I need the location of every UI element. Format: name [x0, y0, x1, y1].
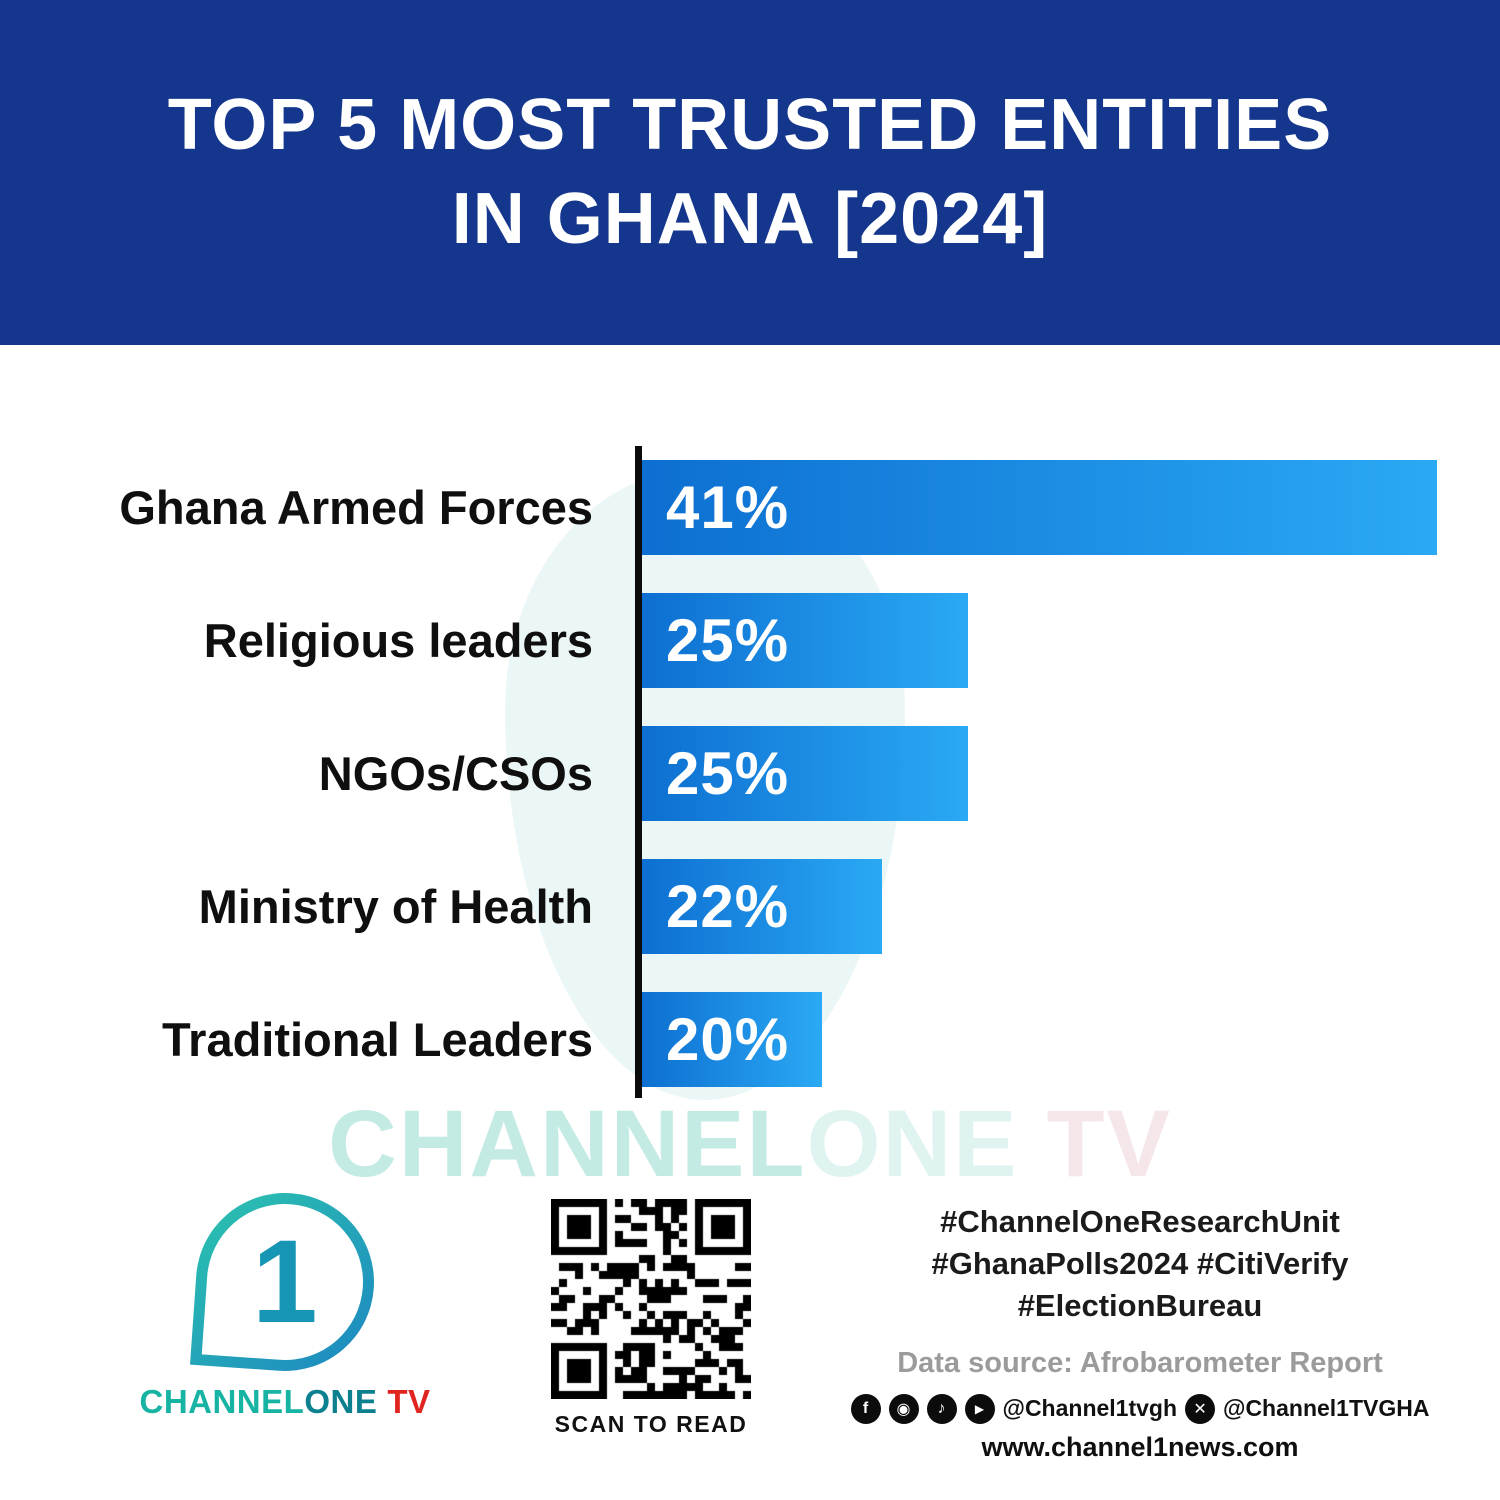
- value-label: 20%: [666, 1006, 790, 1073]
- bar: 25%: [642, 593, 968, 688]
- category-label: Traditional Leaders: [162, 1013, 593, 1066]
- website-url: www.channel1news.com: [981, 1431, 1299, 1462]
- watermark-channel: CHANNEL: [328, 1091, 807, 1197]
- category-label: Religious leaders: [203, 614, 593, 667]
- qr-block: SCAN TO READ: [545, 1199, 757, 1438]
- hashtags-line3: #ElectionBureau: [1017, 1287, 1263, 1323]
- category-label: NGOs/CSOs: [318, 747, 593, 800]
- channelone-logo-icon: 1: [190, 1187, 380, 1377]
- page-title-line1: TOP 5 MOST TRUSTED ENTITIES: [167, 84, 1333, 165]
- qr-code: [551, 1199, 751, 1399]
- bar: 20%: [642, 992, 822, 1087]
- bar-row: Ghana Armed Forces 41%: [0, 460, 1500, 555]
- channelone-watermark: CHANNELONE TV: [0, 1090, 1500, 1199]
- bar-row: Ministry of Health 22%: [0, 859, 1500, 954]
- value-label: 25%: [666, 740, 790, 807]
- logo-numeral: 1: [252, 1215, 318, 1348]
- data-source: Data source: Afrobarometer Report: [897, 1346, 1383, 1379]
- page-title: TOP 5 MOST TRUSTED ENTITIES IN GHANA [20…: [168, 79, 1332, 266]
- brand-tv: TV: [387, 1383, 431, 1420]
- social-row: @Channel1tvgh @Channel1TVGHA: [850, 1393, 1430, 1424]
- watermark-tv: TV: [1046, 1091, 1172, 1197]
- facebook-icon: [850, 1393, 881, 1424]
- bar-row: NGOs/CSOs 25%: [0, 726, 1500, 821]
- page-title-line2: IN GHANA [2024]: [451, 178, 1049, 259]
- hashtags-line1: #ChannelOneResearchUnit: [940, 1204, 1340, 1239]
- value-label: 22%: [666, 873, 790, 940]
- x-icon: [1185, 1393, 1216, 1424]
- value-label: 25%: [666, 607, 790, 674]
- watermark-one: ONE: [806, 1091, 1019, 1197]
- bar: 25%: [642, 726, 968, 821]
- social-handle-1: @Channel1tvgh: [1002, 1395, 1178, 1422]
- brand-channel: CHANNEL: [139, 1383, 305, 1420]
- logo-inner: 1: [201, 1198, 369, 1366]
- qr-caption: SCAN TO READ: [554, 1411, 748, 1437]
- header-banner: TOP 5 MOST TRUSTED ENTITIES IN GHANA [20…: [0, 0, 1500, 345]
- brand-wordmark: CHANNELONE TV: [120, 1383, 450, 1421]
- bar: 41%: [642, 460, 1437, 555]
- instagram-icon: [888, 1393, 919, 1424]
- hashtags: #ChannelOneResearchUnit #GhanaPolls2024 …: [850, 1201, 1430, 1327]
- brand-one: ONE: [304, 1383, 378, 1420]
- social-handle-2: @Channel1TVGHA: [1223, 1395, 1430, 1422]
- channelone-logo-block: 1 CHANNELONE TV: [120, 1187, 450, 1421]
- bar-rows: Ghana Armed Forces 41% Religious leaders 25…: [0, 460, 1500, 1087]
- bar-chart: Ghana Armed Forces 41% Religious leaders 25…: [0, 446, 1500, 1098]
- bar-row: Traditional Leaders 20%: [0, 992, 1500, 1087]
- bar: 22%: [642, 859, 882, 954]
- bar-row: Religious leaders 25%: [0, 593, 1500, 688]
- category-label: Ministry of Health: [198, 880, 593, 933]
- footer: 1 CHANNELONE TV SCAN TO READ #ChannelOneR…: [0, 1185, 1500, 1500]
- youtube-icon: [964, 1393, 995, 1424]
- hashtags-line2: #GhanaPolls2024 #CitiVerify: [931, 1245, 1349, 1281]
- category-label: Ghana Armed Forces: [119, 481, 593, 534]
- y-axis-line: [635, 446, 642, 1098]
- value-label: 41%: [666, 474, 790, 541]
- tiktok-icon: [926, 1393, 957, 1424]
- info-block: #ChannelOneResearchUnit #GhanaPolls2024 …: [850, 1201, 1430, 1463]
